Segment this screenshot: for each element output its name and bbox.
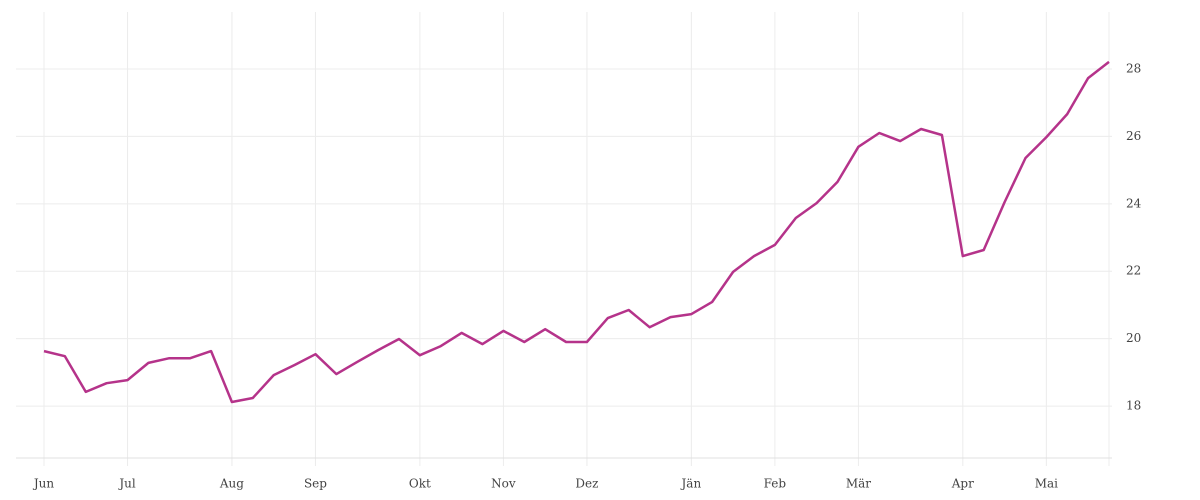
x-tick-label: Jän: [680, 477, 702, 491]
x-tick-label: Jul: [117, 477, 136, 491]
x-tick-label: Okt: [409, 477, 431, 491]
y-tick-label: 22: [1126, 264, 1141, 278]
x-tick-label: Nov: [491, 477, 516, 491]
x-tick-label: Mai: [1035, 477, 1058, 491]
x-tick-label: Jun: [32, 477, 55, 491]
x-tick-label: Apr: [951, 477, 974, 491]
x-tick-label: Mär: [846, 477, 871, 491]
x-tick-label: Feb: [764, 477, 787, 491]
y-tick-label: 18: [1126, 399, 1141, 413]
x-tick-label: Aug: [219, 477, 244, 491]
x-tick-label: Sep: [304, 477, 327, 491]
y-tick-label: 26: [1126, 129, 1141, 143]
y-tick-label: 28: [1126, 61, 1141, 75]
y-tick-label: 24: [1126, 196, 1142, 210]
x-tick-label: Dez: [575, 477, 598, 491]
y-tick-label: 20: [1126, 331, 1141, 345]
line: [43, 60, 1110, 404]
